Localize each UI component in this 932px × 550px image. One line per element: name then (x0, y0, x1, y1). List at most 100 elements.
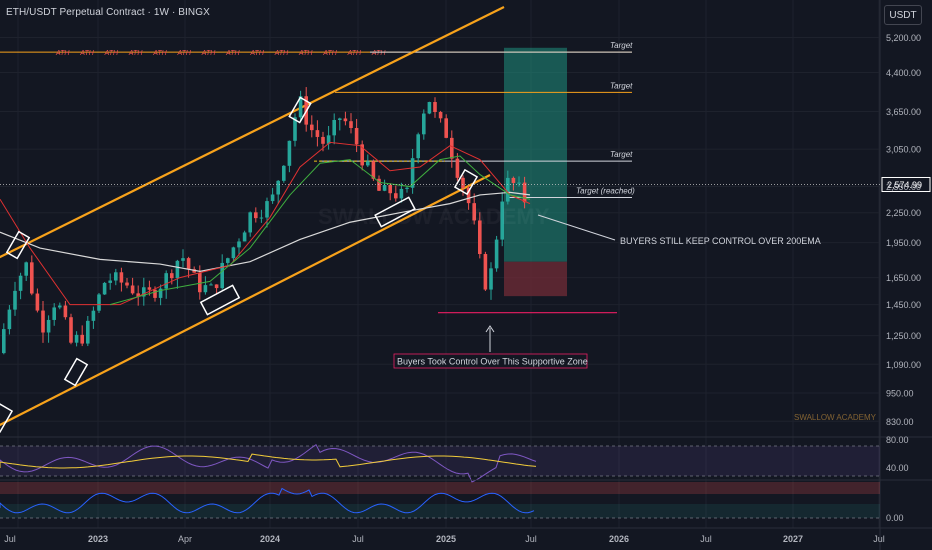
annotation-200ema: BUYERS STILL KEEP CONTROL OVER 200EMA (620, 236, 821, 246)
candle-body (248, 212, 252, 233)
y-tick-label: 1,650.00 (886, 273, 921, 283)
candle-body (433, 102, 437, 113)
ema-short-line (0, 141, 531, 306)
candle-body (91, 310, 96, 321)
candle-body (427, 102, 432, 114)
support-arrow-head (485, 325, 495, 333)
candle-body (377, 178, 381, 191)
candle-body (410, 158, 415, 188)
candle-body (130, 285, 135, 294)
candle-body (41, 310, 45, 333)
currency-button[interactable]: USDT (884, 5, 922, 25)
candle-body (164, 273, 168, 289)
ath-label: ATH (79, 50, 94, 57)
y-tick-label: 2,250.00 (886, 208, 921, 218)
touch-box (199, 284, 241, 316)
candle-body (69, 317, 73, 343)
stop-zone (504, 261, 567, 297)
annotation-arrow (537, 214, 616, 241)
candle-body (315, 130, 320, 137)
candle-body (472, 203, 476, 221)
candle-body (466, 187, 471, 204)
candle-body (354, 127, 359, 145)
candle-body (18, 275, 23, 291)
rsi-ma-line (0, 453, 537, 469)
candle-body (192, 269, 196, 273)
x-tick-label: Jul (700, 534, 712, 544)
candle-body (450, 137, 454, 159)
y-tick-label: 3,050.00 (886, 145, 921, 155)
x-tick-label: 2026 (609, 534, 629, 544)
support-callout-box (393, 353, 588, 369)
candle-body (136, 293, 140, 297)
touch-box (0, 403, 14, 433)
y-tick-label: 1,090.00 (886, 360, 921, 370)
y-tick-label: 1,450.00 (886, 300, 921, 310)
candle-body (142, 287, 146, 297)
candle-body (7, 309, 12, 330)
candle-body (198, 272, 202, 293)
y-tick-label: 830.00 (886, 417, 914, 427)
candle-body (483, 254, 488, 290)
y-tick-label: 4,400.00 (886, 68, 921, 78)
candle-body (186, 258, 191, 270)
annotation-support: Buyers Took Control Over This Supportive… (397, 357, 588, 367)
candle-body (203, 285, 208, 293)
candle-body (259, 217, 264, 219)
ath-label: ATH (55, 50, 70, 57)
touch-box (453, 168, 479, 196)
osc-oversold-band (0, 504, 880, 518)
candle-body (343, 118, 348, 122)
candle-body (102, 282, 107, 295)
candle-body (360, 144, 364, 166)
candle-body (511, 177, 516, 183)
candle-body (416, 134, 420, 159)
candle-body (254, 212, 258, 219)
candle-body (220, 262, 224, 289)
candle-body (371, 161, 376, 179)
candle-body (265, 201, 269, 218)
y-tick-label: 1,950.00 (886, 238, 921, 248)
candle-body (461, 177, 465, 188)
candle-body (388, 184, 392, 194)
watermark: SWALLOW ACADEMY (318, 204, 550, 229)
candle-body (242, 232, 247, 242)
candle-body (349, 121, 353, 128)
candle-body (522, 182, 527, 203)
candle-body (2, 329, 6, 354)
candle-body (422, 113, 426, 135)
chart-title: ETH/USDT Perpetual Contract · 1W · BINGX (6, 7, 210, 18)
y-tick-label: 2,550.00 (886, 182, 921, 192)
candle-body (478, 220, 482, 255)
ath-label: ATH (322, 50, 337, 57)
rsi-band (0, 446, 880, 476)
ath-label: ATH (371, 50, 386, 57)
x-tick-label: Jul (873, 534, 885, 544)
osc-tick: 0.00 (886, 513, 904, 523)
candle-body (293, 117, 297, 141)
candle-body (226, 258, 230, 263)
touch-box (63, 357, 89, 387)
candle-body (326, 135, 331, 144)
ath-label: ATH (225, 50, 240, 57)
ath-label: ATH (298, 50, 313, 57)
candle-body (153, 289, 157, 298)
candle-body (181, 258, 185, 261)
candle-body (506, 177, 510, 202)
ema-200-line (0, 191, 531, 272)
candle-body (58, 305, 62, 308)
candle-body (231, 247, 236, 259)
candle-body (86, 320, 90, 344)
candle-body (209, 284, 213, 286)
target-label: Target (610, 81, 633, 90)
candle-body (170, 273, 174, 279)
ath-label: ATH (347, 50, 362, 57)
last-price-tag (881, 176, 931, 192)
candle-body (399, 188, 404, 199)
x-tick-label: 2027 (783, 534, 803, 544)
ath-label: ATH (274, 50, 289, 57)
y-tick-label: 5,200.00 (886, 33, 921, 43)
x-tick-label: Jul (525, 534, 537, 544)
rsi-tick: 80.00 (886, 435, 909, 445)
